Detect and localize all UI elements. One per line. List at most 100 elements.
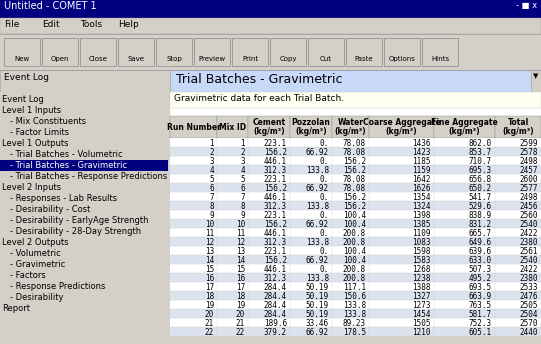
Text: 6: 6 [209,184,214,193]
Text: 529.6: 529.6 [469,202,492,211]
Text: 89.23: 89.23 [343,319,366,328]
Text: 1324: 1324 [412,202,431,211]
Text: 2578: 2578 [519,148,538,157]
Text: 284.4: 284.4 [264,283,287,292]
Text: 656.8: 656.8 [469,175,492,184]
Text: 605.1: 605.1 [469,328,492,337]
Text: 763.5: 763.5 [469,301,492,310]
Text: 66.92: 66.92 [306,220,329,229]
Text: (kg/m³): (kg/m³) [448,127,480,136]
Text: 133.8: 133.8 [306,202,329,211]
Text: 156.2: 156.2 [264,220,287,229]
Bar [170,219,541,228]
Bar [170,116,217,138]
Text: 284.4: 284.4 [264,301,287,310]
Text: (kg/m³): (kg/m³) [502,127,534,136]
Text: 507.3: 507.3 [469,265,492,274]
Text: New: New [15,56,30,62]
Bar [170,255,541,264]
Text: 2422: 2422 [519,265,538,274]
Text: 50.19: 50.19 [306,310,329,319]
Text: 1388: 1388 [412,283,431,292]
Text: 12: 12 [236,238,245,247]
Text: - Response Predictions: - Response Predictions [10,282,105,291]
Bar [354,40,374,56]
Bar [240,40,260,56]
Text: 446.1: 446.1 [264,229,287,238]
Bar [278,40,298,56]
Text: 1398: 1398 [412,211,431,220]
Bar [170,291,541,300]
Text: 223.1: 223.1 [264,247,287,256]
Text: 66.92: 66.92 [306,328,329,337]
Text: 1185: 1185 [412,157,431,166]
Text: 495.2: 495.2 [469,274,492,283]
Text: 22: 22 [204,328,214,337]
Text: Help: Help [118,20,138,29]
Bar [248,116,290,138]
Text: 156.2: 156.2 [343,166,366,175]
Text: 581.7: 581.7 [469,310,492,319]
Text: 4: 4 [240,166,245,175]
Text: 223.1: 223.1 [264,175,287,184]
Text: 284.4: 284.4 [264,310,287,319]
Bar [170,327,541,336]
Bar [0,0,541,18]
Text: Event Log: Event Log [4,73,49,82]
Text: 66.92: 66.92 [306,184,329,193]
Text: 8: 8 [209,202,214,211]
Bar [170,116,541,138]
Text: 156.2: 156.2 [343,193,366,202]
Text: 2505: 2505 [519,301,538,310]
Bar [42,38,78,66]
Text: 312.3: 312.3 [264,274,287,283]
Text: 9: 9 [240,211,245,220]
Bar [332,116,369,138]
Text: 639.6: 639.6 [469,247,492,256]
Text: Options: Options [388,56,415,62]
Text: 2380: 2380 [519,274,538,283]
Text: 10: 10 [236,220,245,229]
Text: 695.3: 695.3 [469,166,492,175]
Text: 446.1: 446.1 [264,157,287,166]
Text: 19: 19 [204,301,214,310]
Bar [12,40,32,56]
Text: 1268: 1268 [412,265,431,274]
Text: 50.19: 50.19 [306,292,329,301]
Text: - Responses - Lab Results: - Responses - Lab Results [10,194,117,203]
Bar [170,92,541,344]
Text: 853.7: 853.7 [469,148,492,157]
Bar [170,246,541,255]
Text: 133.8: 133.8 [306,238,329,247]
Text: 2540: 2540 [519,256,538,265]
Bar [170,201,541,210]
Text: 100.4: 100.4 [343,211,366,220]
Text: - Mix Constituents: - Mix Constituents [10,117,86,126]
Text: 19: 19 [236,301,245,310]
Text: 133.8: 133.8 [306,166,329,175]
Text: - Trial Batches - Response Predictions: - Trial Batches - Response Predictions [10,172,167,181]
Bar [495,116,541,138]
Text: 2599: 2599 [519,139,538,148]
Text: 2: 2 [209,148,214,157]
Text: 3: 3 [240,157,245,166]
Text: 2561: 2561 [519,247,538,256]
Text: 862.0: 862.0 [469,139,492,148]
Text: 0.: 0. [320,265,329,274]
Text: 0.: 0. [320,139,329,148]
Bar [4,38,40,66]
Text: - Trial Batches - Volumetric: - Trial Batches - Volumetric [10,150,123,159]
Text: 1327: 1327 [412,292,431,301]
Text: 312.3: 312.3 [264,202,287,211]
Text: 20: 20 [236,310,245,319]
Bar [170,273,541,282]
Text: 156.2: 156.2 [264,256,287,265]
Text: 156.2: 156.2 [343,202,366,211]
Text: Level 2 Inputs: Level 2 Inputs [2,183,61,192]
Text: (kg/m³): (kg/m³) [253,127,285,136]
Text: 1210: 1210 [412,328,431,337]
Text: 20: 20 [204,310,214,319]
Text: 156.2: 156.2 [264,148,287,157]
Text: 0.: 0. [320,193,329,202]
Text: 200.8: 200.8 [343,265,366,274]
